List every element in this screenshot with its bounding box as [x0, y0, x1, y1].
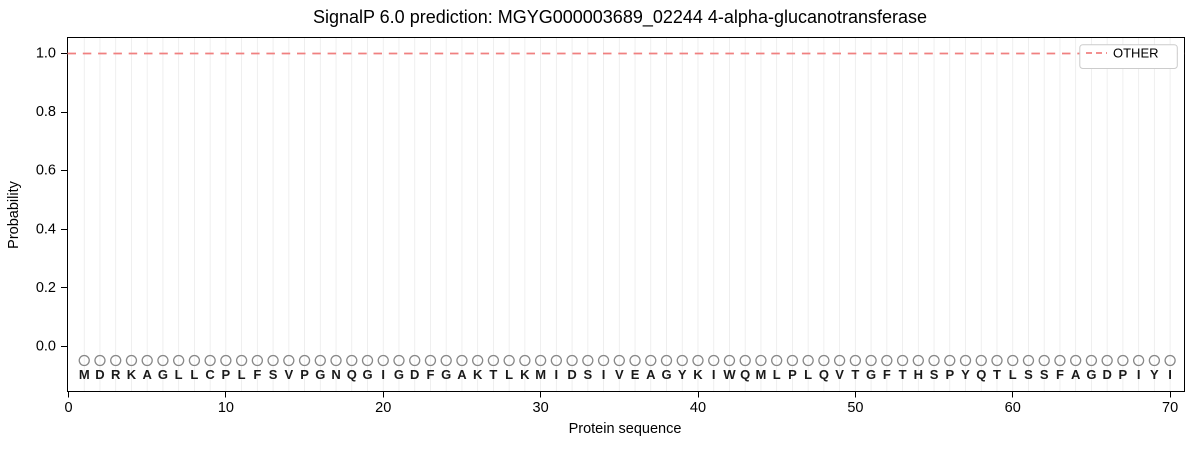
- svg-text:G: G: [394, 367, 404, 382]
- svg-text:T: T: [899, 367, 907, 382]
- svg-text:G: G: [362, 367, 372, 382]
- svg-text:L: L: [175, 367, 183, 382]
- svg-text:L: L: [505, 367, 513, 382]
- svg-text:F: F: [426, 367, 434, 382]
- svg-text:A: A: [646, 367, 656, 382]
- svg-text:N: N: [331, 367, 340, 382]
- svg-text:I: I: [602, 367, 606, 382]
- svg-text:70: 70: [1162, 400, 1178, 416]
- svg-text:60: 60: [1005, 400, 1021, 416]
- svg-text:50: 50: [847, 400, 863, 416]
- svg-text:M: M: [79, 367, 90, 382]
- svg-text:L: L: [190, 367, 198, 382]
- svg-text:0.6: 0.6: [36, 163, 56, 179]
- svg-text:30: 30: [533, 400, 549, 416]
- svg-text:F: F: [1056, 367, 1064, 382]
- svg-text:P: P: [1119, 367, 1128, 382]
- svg-text:Q: Q: [740, 367, 750, 382]
- svg-text:20: 20: [375, 400, 391, 416]
- svg-text:K: K: [520, 367, 530, 382]
- svg-text:K: K: [127, 367, 137, 382]
- svg-text:G: G: [866, 367, 876, 382]
- svg-text:D: D: [1102, 367, 1111, 382]
- svg-text:G: G: [661, 367, 671, 382]
- svg-text:0.4: 0.4: [36, 221, 56, 237]
- svg-text:I: I: [381, 367, 385, 382]
- svg-text:Q: Q: [976, 367, 986, 382]
- svg-text:0.0: 0.0: [36, 339, 56, 355]
- svg-text:Q: Q: [347, 367, 357, 382]
- svg-text:F: F: [253, 367, 261, 382]
- svg-text:L: L: [804, 367, 812, 382]
- svg-text:P: P: [222, 367, 231, 382]
- svg-text:A: A: [142, 367, 152, 382]
- svg-text:W: W: [723, 367, 736, 382]
- svg-text:L: L: [1009, 367, 1017, 382]
- svg-text:0.2: 0.2: [36, 280, 56, 296]
- svg-text:P: P: [788, 367, 797, 382]
- svg-text:1.0: 1.0: [36, 46, 56, 62]
- svg-text:S: S: [930, 367, 939, 382]
- svg-text:V: V: [284, 367, 293, 382]
- svg-text:M: M: [756, 367, 767, 382]
- svg-text:S: S: [583, 367, 592, 382]
- svg-text:T: T: [489, 367, 497, 382]
- svg-text:S: S: [1040, 367, 1049, 382]
- svg-text:S: S: [269, 367, 278, 382]
- svg-text:0.8: 0.8: [36, 104, 56, 120]
- svg-text:40: 40: [690, 400, 706, 416]
- svg-text:E: E: [631, 367, 640, 382]
- svg-text:R: R: [111, 367, 121, 382]
- svg-text:OTHER: OTHER: [1113, 46, 1159, 61]
- svg-text:D: D: [95, 367, 104, 382]
- svg-text:A: A: [1071, 367, 1081, 382]
- svg-text:I: I: [1168, 367, 1172, 382]
- svg-text:P: P: [945, 367, 954, 382]
- svg-text:I: I: [1137, 367, 1141, 382]
- svg-text:G: G: [315, 367, 325, 382]
- svg-text:S: S: [1024, 367, 1033, 382]
- svg-text:10: 10: [218, 400, 234, 416]
- svg-text:A: A: [457, 367, 467, 382]
- svg-text:I: I: [555, 367, 559, 382]
- svg-text:Probability: Probability: [6, 180, 22, 248]
- svg-text:V: V: [835, 367, 844, 382]
- svg-text:Q: Q: [819, 367, 829, 382]
- svg-text:T: T: [993, 367, 1001, 382]
- svg-text:K: K: [693, 367, 703, 382]
- svg-text:I: I: [712, 367, 716, 382]
- svg-text:G: G: [441, 367, 451, 382]
- svg-text:L: L: [238, 367, 246, 382]
- svg-text:M: M: [535, 367, 546, 382]
- svg-text:D: D: [567, 367, 576, 382]
- svg-text:V: V: [615, 367, 624, 382]
- svg-text:K: K: [473, 367, 483, 382]
- svg-text:D: D: [410, 367, 419, 382]
- svg-text:Protein sequence: Protein sequence: [569, 421, 682, 437]
- svg-text:F: F: [883, 367, 891, 382]
- svg-text:H: H: [914, 367, 923, 382]
- svg-text:SignalP 6.0 prediction: MGYG00: SignalP 6.0 prediction: MGYG000003689_02…: [313, 7, 927, 28]
- svg-text:C: C: [205, 367, 215, 382]
- svg-text:G: G: [158, 367, 168, 382]
- svg-text:G: G: [1086, 367, 1096, 382]
- svg-text:L: L: [773, 367, 781, 382]
- svg-text:Y: Y: [961, 367, 970, 382]
- svg-text:Y: Y: [1150, 367, 1159, 382]
- svg-text:Y: Y: [678, 367, 687, 382]
- svg-text:0: 0: [64, 400, 72, 416]
- svg-text:P: P: [300, 367, 309, 382]
- svg-text:T: T: [851, 367, 859, 382]
